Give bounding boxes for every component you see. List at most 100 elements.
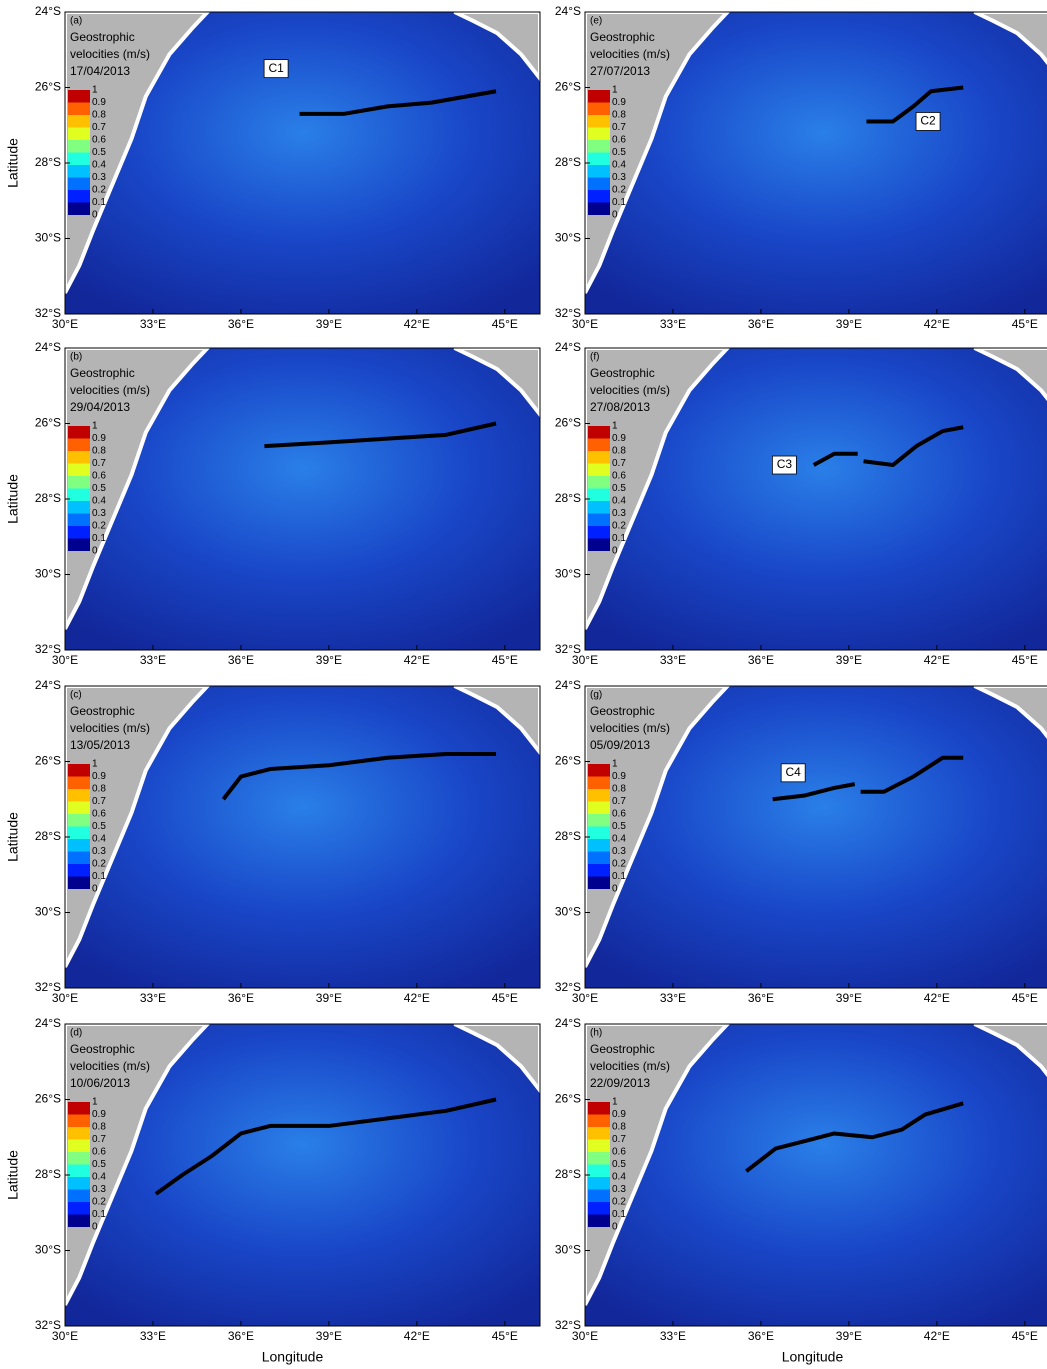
colorbar-tick-label: 0.3 [92,172,106,183]
colorbar-step [588,90,610,103]
colorbar-step [588,178,610,191]
colorbar-step [588,153,610,166]
colorbar-step [588,764,610,777]
panel-date: 29/04/2013 [70,400,130,414]
colorbar-step [588,426,610,439]
colorbar-tick-label: 0 [92,884,98,895]
colorbar-tick-label: 0.5 [92,821,106,832]
colorbar-tick-label: 0.7 [612,796,626,807]
legend-title: Geostrophic [70,1042,135,1056]
colorbar-tick-label: 1 [92,85,98,96]
colorbar-step [68,1165,90,1178]
y-tick-label: 28°S [35,491,61,505]
legend-title: velocities (m/s) [70,383,150,397]
colorbar-tick-label: 0.1 [612,197,626,208]
colorbar-tick-label: 0.2 [612,859,626,870]
colorbar-tick-label: 0.9 [92,771,106,782]
legend-title: Geostrophic [590,704,655,718]
colorbar-tick-label: 0.3 [612,508,626,519]
colorbar-tick-label: 0.6 [92,471,106,482]
x-tick-label: 36°E [748,317,774,331]
panel-date: 13/05/2013 [70,738,130,752]
y-tick-label: 30°S [35,567,61,581]
colorbar-step [68,501,90,514]
x-tick-label: 33°E [660,991,686,1005]
y-tick-label: 24°S [555,678,581,692]
x-tick-label: 30°E [52,1329,78,1343]
colorbar-step [588,140,610,153]
colorbar-step [68,802,90,815]
colorbar-tick-label: 0.4 [612,1172,626,1183]
colorbar-step [588,464,610,477]
colorbar-step [588,539,610,552]
colorbar-tick-label: 0 [92,546,98,557]
colorbar-tick-label: 0.6 [92,809,106,820]
colorbar-step [68,764,90,777]
x-tick-label: 30°E [52,991,78,1005]
colorbar-tick-label: 0.2 [92,521,106,532]
colorbar-tick-label: 0.7 [612,1134,626,1145]
colorbar-tick-label: 0.8 [92,784,106,795]
y-tick-label: 24°S [35,4,61,18]
colorbar-tick-label: 1 [92,759,98,770]
colorbar-tick-label: 1 [92,421,98,432]
eddy-label: C4 [786,765,802,779]
x-tick-label: 45°E [1012,317,1038,331]
colorbar-step [68,190,90,203]
x-tick-label: 30°E [572,653,598,667]
x-tick-label: 33°E [660,653,686,667]
y-tick-label: 28°S [35,829,61,843]
colorbar-step [588,451,610,464]
colorbar-tick-label: 0.4 [612,160,626,171]
x-tick-label: 45°E [1012,991,1038,1005]
colorbar-step [68,426,90,439]
colorbar-step [68,103,90,116]
colorbar-step [68,814,90,827]
colorbar-tick-label: 0.4 [92,496,106,507]
colorbar-tick-label: 0.3 [92,846,106,857]
y-tick-label: 30°S [35,1243,61,1257]
colorbar-step [68,178,90,191]
colorbar-tick-label: 0.5 [92,483,106,494]
colorbar-step [588,1165,610,1178]
colorbar-tick-label: 0.3 [92,1184,106,1195]
colorbar-step [68,526,90,539]
colorbar-step [588,476,610,489]
colorbar-tick-label: 0.6 [612,135,626,146]
x-tick-label: 30°E [52,653,78,667]
colorbar-tick-label: 0.4 [612,496,626,507]
colorbar-step [68,827,90,840]
colorbar-tick-label: 0.9 [92,97,106,108]
colorbar-tick-label: 0.4 [92,1172,106,1183]
colorbar-tick-label: 0.1 [612,1209,626,1220]
colorbar-tick-label: 0.3 [612,846,626,857]
colorbar-tick-label: 1 [612,85,618,96]
colorbar-step [68,789,90,802]
x-tick-label: 42°E [404,1329,430,1343]
colorbar-step [68,90,90,103]
colorbar-tick-label: 0.6 [92,135,106,146]
colorbar-tick-label: 0.5 [92,147,106,158]
y-tick-label: 28°S [555,491,581,505]
colorbar-step [68,489,90,502]
legend-title: Geostrophic [590,30,655,44]
colorbar-tick-label: 0.8 [92,446,106,457]
legend-title: velocities (m/s) [590,383,670,397]
colorbar-step [68,852,90,865]
colorbar-step [588,864,610,877]
colorbar-tick-label: 1 [612,759,618,770]
colorbar-tick-label: 0.4 [92,160,106,171]
colorbar-tick-label: 0.1 [612,533,626,544]
colorbar-step [588,852,610,865]
x-tick-label: 42°E [404,653,430,667]
panel-date: 17/04/2013 [70,64,130,78]
colorbar-tick-label: 0.8 [612,446,626,457]
colorbar-step [68,1190,90,1203]
colorbar-step [68,1102,90,1115]
panel-date: 27/07/2013 [590,64,650,78]
colorbar-step [68,476,90,489]
eddy-label: C3 [777,457,793,471]
